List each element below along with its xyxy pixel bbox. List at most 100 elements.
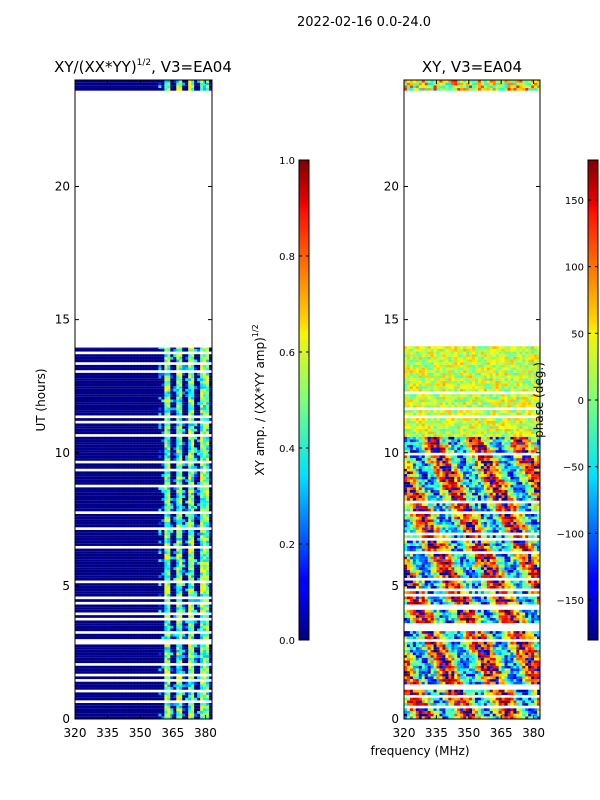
amplitude-cell: [92, 537, 97, 541]
amplitude-cell: [194, 543, 198, 546]
amplitude-cell: [83, 660, 88, 664]
amplitude-cell: [197, 711, 201, 714]
amplitude-cell: [155, 516, 159, 520]
amplitude-ratio-panel: XY/(XX*YY)1/2, V3=EA04 320 335 350 365 38005…: [34, 58, 232, 740]
amplitude-cell: [95, 615, 100, 618]
amplitude-cell: [152, 697, 156, 701]
amplitude-cell: [182, 553, 186, 557]
amplitude-cell: [131, 404, 135, 408]
amplitude-cell: [92, 463, 97, 467]
amplitude-cell: [146, 577, 150, 581]
amplitude-cell: [173, 386, 177, 389]
amplitude-cell: [89, 372, 94, 376]
amplitude-cell: [104, 444, 109, 448]
amplitude-cell: [95, 529, 100, 533]
amplitude-cell: [152, 615, 156, 618]
amplitude-cell: [119, 372, 124, 376]
amplitude-cell: [110, 625, 115, 629]
amplitude-cell: [170, 524, 174, 528]
amplitude-cell: [125, 633, 130, 637]
amplitude-cell: [77, 625, 82, 629]
amplitude-cell: [188, 412, 192, 416]
amplitude-cell: [92, 426, 97, 429]
amplitude-cell: [170, 506, 174, 509]
amplitude-cell: [119, 521, 124, 525]
amplitude-cell: [140, 636, 144, 640]
amplitude-cell: [152, 644, 156, 648]
amplitude-cell: [92, 386, 97, 389]
amplitude-cell: [176, 442, 180, 445]
amplitude-cell: [101, 463, 106, 467]
amplitude-cell: [209, 569, 213, 573]
amplitude-cell: [170, 609, 174, 613]
amplitude-cell: [77, 428, 82, 432]
amplitude-cell: [197, 649, 201, 653]
amplitude-cell: [92, 535, 97, 538]
amplitude-cell: [209, 567, 213, 570]
amplitude-cell: [161, 500, 165, 504]
amplitude-cell: [104, 711, 109, 714]
amplitude-cell: [92, 660, 97, 664]
amplitude-cell: [131, 628, 135, 632]
amplitude-cell: [134, 378, 138, 381]
amplitude-cell: [119, 559, 124, 562]
amplitude-cell: [146, 567, 150, 570]
amplitude-cell: [92, 548, 97, 552]
amplitude-cell: [191, 551, 195, 554]
amplitude-cell: [140, 588, 144, 592]
amplitude-cell: [95, 556, 100, 560]
amplitude-cell: [203, 588, 207, 592]
amplitude-cell: [92, 498, 97, 501]
amplitude-cell: [197, 519, 201, 522]
amplitude-cell: [77, 506, 82, 509]
amplitude-cell: [209, 476, 213, 480]
amplitude-cell: [140, 404, 144, 408]
amplitude-cell: [98, 604, 103, 608]
amplitude-cell: [188, 375, 192, 379]
amplitude-cell: [206, 492, 210, 496]
amplitude-cell: [173, 466, 177, 469]
amplitude-cell: [83, 513, 88, 517]
amplitude-cell: [107, 695, 112, 698]
amplitude-cell: [176, 495, 180, 499]
amplitude-cell: [122, 452, 127, 456]
amplitude-cell: [206, 388, 210, 392]
amplitude-cell: [101, 386, 106, 389]
amplitude-cell: [203, 705, 207, 709]
amplitude-cell: [116, 633, 121, 637]
amplitude-cell: [143, 428, 147, 432]
amplitude-cell: [170, 458, 174, 461]
amplitude-cell: [101, 649, 106, 653]
amplitude-cell: [161, 561, 165, 565]
amplitude-cell: [83, 713, 88, 717]
amplitude-cell: [140, 684, 144, 688]
amplitude-cell: [86, 404, 91, 408]
amplitude-cell: [101, 508, 106, 512]
amplitude-cell: [185, 625, 189, 629]
amplitude-cell: [191, 508, 195, 512]
amplitude-cell: [209, 529, 213, 533]
amplitude-cell: [107, 620, 112, 624]
amplitude-cell: [149, 623, 153, 626]
amplitude-cell: [191, 399, 195, 403]
amplitude-cell: [134, 647, 138, 650]
amplitude-cell: [140, 548, 144, 552]
amplitude-cell: [155, 482, 159, 485]
amplitude-cell: [164, 399, 168, 403]
amplitude-cell: [167, 628, 171, 632]
amplitude-cell: [158, 383, 162, 387]
amplitude-cell: [155, 625, 159, 629]
amplitude-cell: [92, 697, 97, 701]
amplitude-cell: [134, 431, 138, 435]
amplitude-cell: [113, 375, 118, 379]
amplitude-cell: [161, 681, 165, 685]
amplitude-cell: [191, 540, 195, 544]
amplitude-cell: [95, 548, 100, 552]
amplitude-cell: [167, 492, 171, 496]
amplitude-cell: [146, 519, 150, 522]
amplitude-cell: [179, 668, 183, 672]
amplitude-cell: [146, 705, 150, 709]
amplitude-cell: [134, 394, 138, 397]
amplitude-cell: [128, 463, 132, 467]
amplitude-cell: [83, 708, 88, 712]
